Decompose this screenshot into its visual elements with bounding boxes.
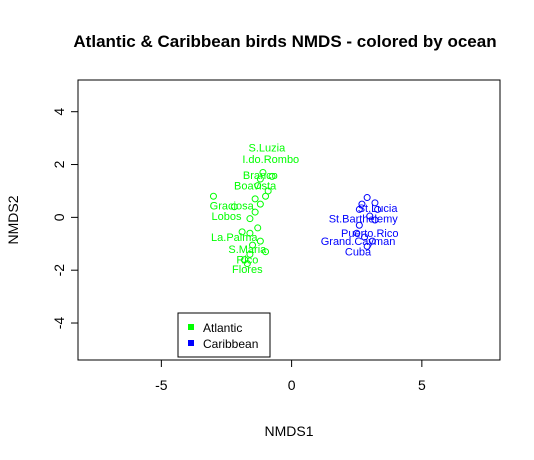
data-point: [262, 248, 270, 256]
data-point: [374, 205, 382, 213]
legend-swatch-caribbean: [188, 340, 194, 346]
legend-label-atlantic: Atlantic: [203, 321, 242, 335]
point-label: La.Palma: [211, 232, 258, 244]
data-point: [256, 175, 264, 183]
x-tick-label: 5: [418, 377, 426, 393]
point-label: Cuba: [345, 247, 372, 259]
data-point: [268, 172, 276, 180]
legend-box: [177, 312, 271, 358]
data-point: [209, 192, 217, 200]
point-label: Boavista: [234, 181, 277, 193]
data-point: [254, 182, 262, 190]
point-label: Rico: [236, 255, 258, 267]
point-label: St.Lucia: [358, 203, 399, 215]
legend: Atlantic Caribbean: [177, 312, 271, 358]
point-label: Puerto.Rico: [341, 228, 398, 240]
y-tick-label: -2: [51, 264, 67, 277]
data-point: [256, 200, 264, 208]
y-axis: -4 -2 0 2 4: [51, 108, 79, 330]
x-axis-label: NMDS1: [264, 423, 313, 439]
data-point: [363, 194, 371, 202]
y-tick-label: 4: [51, 108, 67, 116]
data-point: [259, 168, 267, 176]
chart-title: Atlantic & Caribbean birds NMDS - colore…: [73, 32, 496, 51]
data-point: [355, 205, 363, 213]
data-point: [256, 237, 264, 245]
data-point: [366, 212, 374, 220]
point-label: Branco: [243, 170, 278, 182]
data-point: [361, 233, 369, 241]
y-tick-label: 0: [51, 213, 67, 221]
x-axis: -5 0 5: [155, 359, 426, 393]
data-point: [230, 203, 238, 211]
data-point: [371, 216, 379, 224]
data-points: [209, 168, 382, 268]
data-point: [371, 199, 379, 207]
point-label: I.do.Rombo: [242, 154, 299, 166]
data-point: [243, 260, 251, 268]
data-point: [254, 224, 262, 232]
x-tick-label: 0: [288, 377, 296, 393]
data-point: [249, 241, 257, 249]
data-point: [238, 228, 246, 236]
data-point: [368, 237, 376, 245]
point-label: Grand.Cayman: [321, 236, 396, 248]
point-label: S.Maria: [228, 244, 267, 256]
data-point: [251, 208, 259, 216]
data-point: [251, 195, 259, 203]
y-tick-label: -4: [51, 317, 67, 330]
data-point: [246, 215, 254, 223]
point-label: Flores: [232, 264, 263, 276]
y-tick-label: 2: [51, 160, 67, 168]
point-label: S.Luzia: [249, 142, 287, 154]
plot-area: [77, 79, 501, 361]
point-label: Lobos: [211, 211, 241, 223]
point-label: Graciosa: [210, 200, 255, 212]
point-labels: S.LuziaI.do.RomboBrancoBoavistaGraciosaL…: [210, 142, 399, 276]
legend-swatch-atlantic: [188, 324, 194, 330]
legend-label-caribbean: Caribbean: [203, 337, 258, 351]
data-point: [363, 242, 371, 250]
y-axis-label: NMDS2: [5, 195, 21, 244]
data-point: [246, 250, 254, 258]
data-point: [262, 192, 270, 200]
data-point: [246, 229, 254, 237]
point-label: St.Barthelemy: [329, 214, 399, 226]
data-point: [355, 221, 363, 229]
x-tick-label: -5: [155, 377, 168, 393]
data-point: [353, 229, 361, 237]
